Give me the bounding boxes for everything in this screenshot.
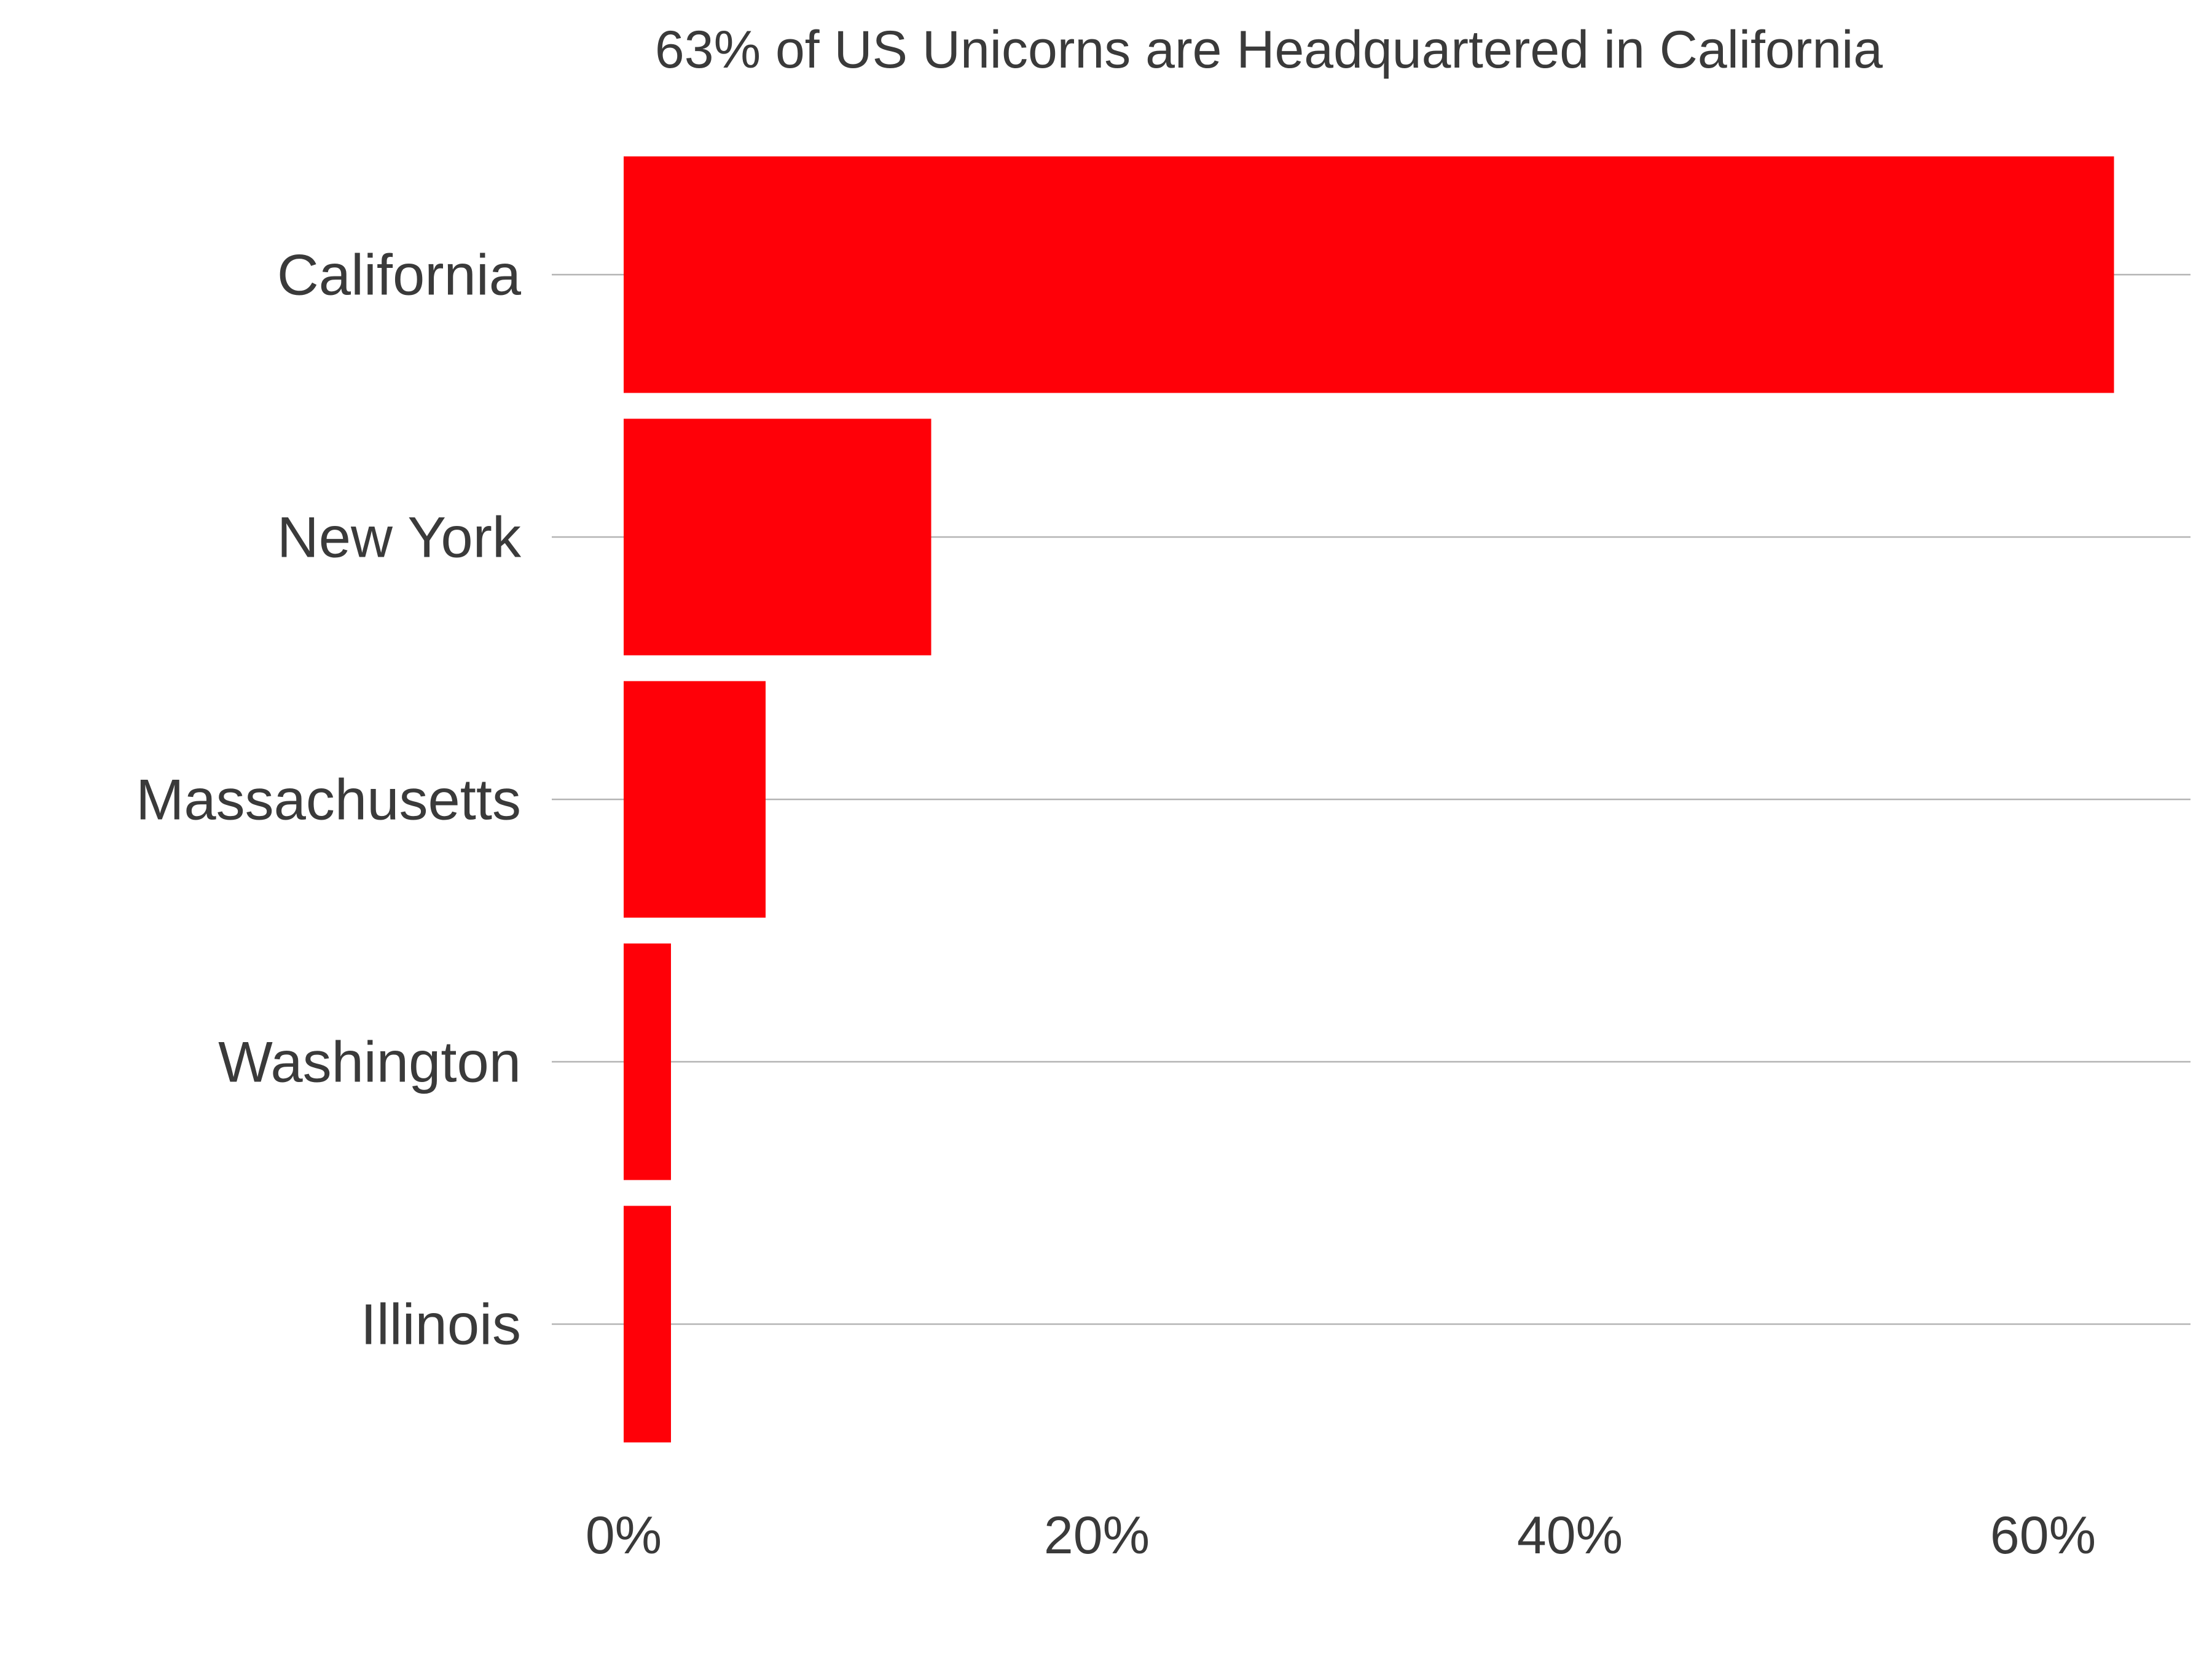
category-labels: California New York Massachusetts Washingto… [136, 243, 522, 1357]
category-label-california: California [277, 243, 522, 307]
bar-washington [624, 943, 671, 1180]
x-tick-label-20: 20% [1044, 1506, 1150, 1565]
chart-title: 63% of US Unicorns are Headquartered in … [655, 20, 1883, 79]
x-tick-label-60: 60% [1990, 1506, 2096, 1565]
category-label-washington: Washington [218, 1030, 521, 1094]
bar-illinois [624, 1206, 671, 1443]
x-tick-label-40: 40% [1517, 1506, 1623, 1565]
category-label-new-york: New York [277, 505, 522, 570]
x-tick-label-0: 0% [586, 1506, 662, 1565]
bar-massachusetts [624, 681, 766, 918]
category-label-illinois: Illinois [361, 1292, 521, 1357]
category-label-massachusetts: Massachusetts [136, 767, 521, 832]
bar-new-york [624, 418, 931, 656]
bars [624, 156, 2114, 1443]
x-axis-tick-labels: 0% 20% 40% 60% [586, 1506, 2096, 1565]
bar-california [624, 156, 2114, 393]
